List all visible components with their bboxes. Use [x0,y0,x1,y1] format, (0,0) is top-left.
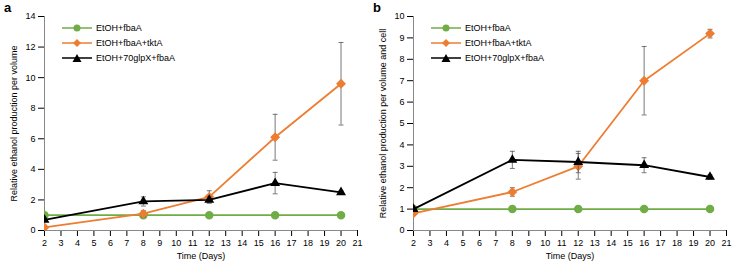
svg-text:6: 6 [477,238,482,248]
svg-text:10: 10 [394,11,404,21]
svg-text:14: 14 [606,238,616,248]
svg-text:18: 18 [672,238,682,248]
svg-text:14: 14 [25,11,35,21]
svg-text:17: 17 [656,238,666,248]
svg-text:Relative ethanol production pe: Relative ethanol production per volume [9,45,19,201]
svg-text:18: 18 [303,238,313,248]
svg-text:Relative ethanol production pe: Relative ethanol production per volume a… [378,29,388,219]
svg-text:21: 21 [721,238,731,248]
svg-text:6: 6 [30,134,35,144]
svg-text:Time (Days): Time (Days) [546,251,595,261]
svg-text:2: 2 [30,195,35,205]
svg-text:10: 10 [540,238,550,248]
svg-text:3: 3 [399,161,404,171]
svg-text:3: 3 [58,238,63,248]
html-text:EtOH+70glpX+fbaA: EtOH+70glpX+fbaA [465,52,545,63]
svg-text:12: 12 [25,42,35,52]
svg-text:7: 7 [124,238,129,248]
html-text:EtOH+fbaA+tktA: EtOH+fbaA+tktA [465,37,532,48]
svg-text:21: 21 [352,238,362,248]
svg-text:0: 0 [399,225,404,235]
svg-text:8: 8 [141,238,146,248]
svg-text:19: 19 [689,238,699,248]
svg-text:12: 12 [573,238,583,248]
svg-text:5: 5 [460,238,465,248]
html-text:EtOH+fbaA: EtOH+fbaA [96,22,142,33]
svg-text:4: 4 [30,164,35,174]
svg-text:9: 9 [526,238,531,248]
svg-text:15: 15 [254,238,264,248]
svg-text:10: 10 [171,238,181,248]
svg-text:5: 5 [399,118,404,128]
svg-text:11: 11 [557,238,566,248]
svg-text:2: 2 [411,238,416,248]
svg-text:20: 20 [336,238,346,248]
html-text:EtOH+70glpX+fbaA: EtOH+70glpX+fbaA [96,52,176,63]
svg-text:9: 9 [399,33,404,43]
svg-text:12: 12 [204,238,214,248]
svg-text:2: 2 [399,183,404,193]
html-text:a: a [4,0,12,15]
svg-text:4: 4 [444,238,449,248]
svg-text:2: 2 [42,238,47,248]
svg-text:8: 8 [510,238,515,248]
html-text:b: b [373,0,381,15]
svg-text:16: 16 [639,238,649,248]
svg-text:5: 5 [91,238,96,248]
svg-text:6: 6 [108,238,113,248]
svg-text:8: 8 [30,103,35,113]
svg-text:10: 10 [25,73,35,83]
svg-text:13: 13 [221,238,231,248]
svg-text:7: 7 [493,238,498,248]
svg-text:15: 15 [623,238,633,248]
svg-text:20: 20 [705,238,715,248]
svg-text:4: 4 [399,140,404,150]
svg-text:8: 8 [399,54,404,64]
svg-text:11: 11 [188,238,197,248]
svg-text:19: 19 [320,238,330,248]
svg-text:3: 3 [427,238,432,248]
svg-text:Time (Days): Time (Days) [177,251,226,261]
svg-text:0: 0 [30,225,35,235]
svg-text:16: 16 [270,238,280,248]
svg-text:14: 14 [237,238,247,248]
svg-text:13: 13 [590,238,600,248]
svg-text:6: 6 [399,97,404,107]
html-text:EtOH+fbaA+tktA: EtOH+fbaA+tktA [96,37,163,48]
svg-text:1: 1 [399,204,404,214]
svg-text:7: 7 [399,76,404,86]
svg-text:17: 17 [287,238,297,248]
html-text:EtOH+fbaA: EtOH+fbaA [465,22,511,33]
svg-text:9: 9 [157,238,162,248]
svg-text:4: 4 [75,238,80,248]
